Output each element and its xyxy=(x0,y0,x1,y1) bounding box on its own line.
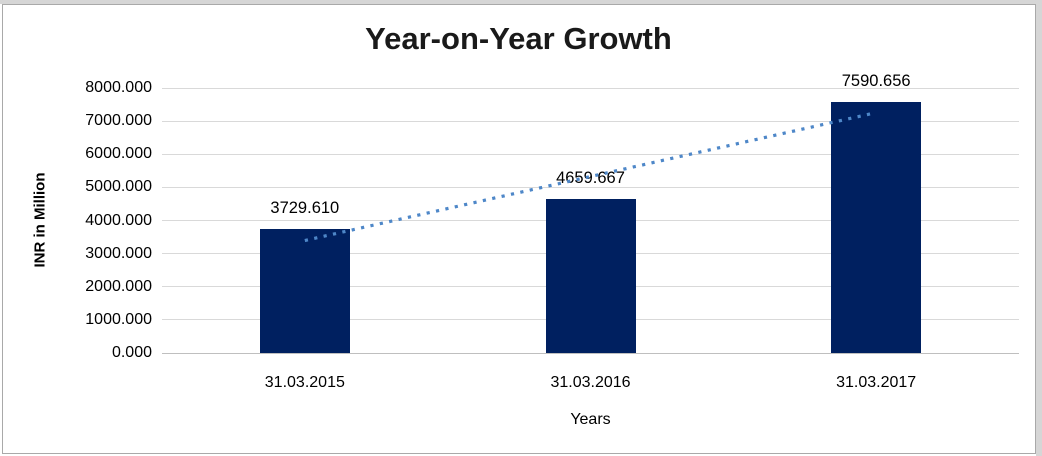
x-axis-line xyxy=(162,352,1019,354)
gridline xyxy=(162,87,1019,89)
right-edge-strip xyxy=(1036,0,1042,456)
y-tick-label: 0.000 xyxy=(111,344,152,361)
bar xyxy=(259,229,350,353)
x-tick-label: 31.03.2016 xyxy=(550,374,631,391)
y-tick-label: 4000.000 xyxy=(85,211,152,229)
y-tick-label: 1000.000 xyxy=(85,310,152,328)
x-tick-label: 31.03.2015 xyxy=(264,374,345,391)
bar-value-label: 3729.610 xyxy=(270,199,340,218)
y-tick-label: 5000.000 xyxy=(85,178,152,196)
top-edge-strip xyxy=(0,0,1042,4)
y-tick-label: 7000.000 xyxy=(85,112,152,130)
x-tick-label: 31.03.2017 xyxy=(836,374,917,391)
bar-value-label: 7590.656 xyxy=(841,71,911,90)
bar-value-label: 4659.667 xyxy=(556,168,625,187)
y-tick-label: 6000.000 xyxy=(85,145,152,163)
x-axis-title: Years xyxy=(570,411,611,428)
y-tick-label: 2000.000 xyxy=(85,277,152,295)
chart-title: Year-on-Year Growth xyxy=(365,21,672,56)
y-tick-label: 3000.000 xyxy=(85,244,152,262)
y-tick-label: 8000.000 xyxy=(85,79,152,96)
bar xyxy=(545,198,636,353)
bar xyxy=(831,101,922,353)
